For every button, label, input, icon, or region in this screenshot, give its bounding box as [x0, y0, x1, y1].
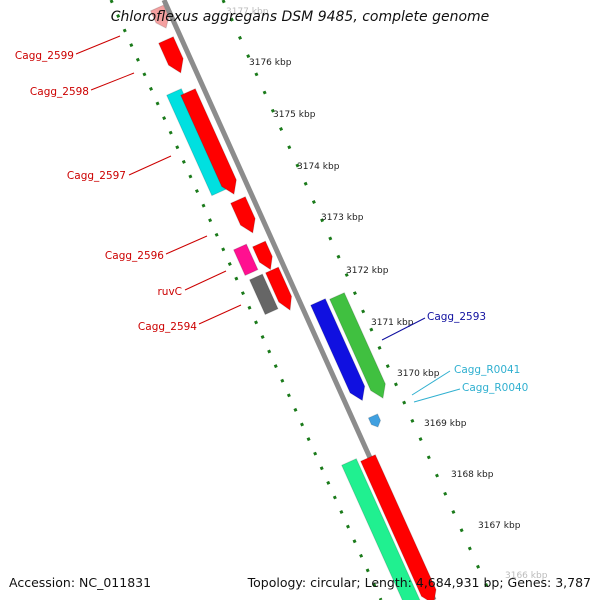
gene-arrow-lower-green — [341, 458, 421, 600]
ruler-label-8: 3169 kbp — [424, 419, 467, 429]
leader-line-2 — [128, 155, 172, 176]
gene-arrow-cagg-2597 — [180, 88, 237, 195]
ruler-label-10: 3167 kbp — [478, 521, 521, 531]
ruler-label-2: 3175 kbp — [273, 110, 316, 120]
ruler-label-4: 3173 kbp — [321, 213, 364, 223]
gene-label-8: Cagg_R0040 — [462, 382, 528, 394]
leader-line-7 — [411, 370, 451, 396]
ruler-label-5: 3172 kbp — [346, 266, 389, 276]
gene-arrow-cagg-2599 — [149, 4, 170, 29]
gene-label-1: Cagg_2598 — [30, 86, 89, 98]
ruler-label-0: 3177 kbp — [226, 7, 269, 17]
gene-label-0: Cagg_2599 — [15, 50, 74, 62]
ruler-label-11: 3166 kbp — [505, 571, 548, 581]
ruler-label-7: 3170 kbp — [397, 369, 440, 379]
leader-line-1 — [90, 72, 135, 91]
leader-line-4 — [184, 270, 227, 291]
features-layer — [149, 4, 437, 600]
gene-label-7: Cagg_R0041 — [454, 364, 520, 376]
gene-label-6: Cagg_2593 — [427, 311, 486, 323]
leader-line-3 — [165, 235, 208, 255]
gene-arrow-lower-red — [360, 454, 437, 600]
gene-arrow-cagg-2594 — [264, 266, 293, 312]
tick-marks-layer — [109, 0, 495, 600]
gene-label-2: Cagg_2597 — [67, 170, 126, 182]
gene-label-3: Cagg_2596 — [105, 250, 164, 262]
leader-line-5 — [198, 304, 242, 325]
ruler-label-3: 3174 kbp — [297, 162, 340, 172]
ruler-label-1: 3176 kbp — [249, 58, 292, 68]
gene-label-4: ruvC — [157, 286, 182, 298]
gene-arrow-cagg-2594-grey — [248, 273, 279, 316]
gene-arrow-ruvc-fwd — [251, 240, 273, 271]
gene-arrow-cagg-2593-green — [329, 292, 386, 399]
leader-line-8 — [413, 388, 461, 403]
page-title: Chloroflexus aggregans DSM 9485, complet… — [110, 9, 490, 25]
gene-labels-layer: Cagg_2599 Cagg_2598 Cagg_2597 Cagg_2596 ruvC… — [15, 35, 528, 403]
gene-arrow-cagg-2598 — [158, 36, 184, 74]
gene-label-5: Cagg_2594 — [138, 321, 197, 333]
gene-arrow-cagg-2596 — [230, 196, 256, 234]
leader-line-6 — [381, 317, 426, 341]
gene-arrow-cagg-2593 — [310, 298, 366, 402]
genome-summary-text: Topology: circular; Length: 4,684,931 bp… — [247, 575, 591, 590]
leader-line-0 — [75, 35, 121, 55]
accession-text: Accession: NC_011831 — [9, 575, 152, 590]
ruler-label-9: 3168 kbp — [451, 470, 494, 480]
gene-arrow-ruvc — [232, 243, 259, 277]
ruler-labels-layer: 3177 kbp 3176 kbp 3175 kbp 3174 kbp 3173 kbp… — [226, 7, 548, 581]
ruler-label-6: 3171 kbp — [371, 318, 414, 328]
gene-arrow-cagg-r0041 — [367, 413, 382, 428]
